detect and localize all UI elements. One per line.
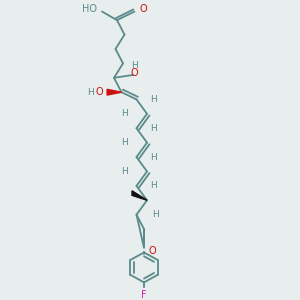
Text: O: O [131,68,138,79]
Text: H: H [150,182,157,190]
Polygon shape [107,89,122,95]
Text: H: H [152,210,159,219]
Polygon shape [132,191,147,200]
Text: H: H [150,95,157,104]
Text: H: H [121,109,128,118]
Text: F: F [141,290,147,300]
Text: O: O [148,246,156,256]
Text: H: H [87,88,94,97]
Text: O: O [140,4,147,14]
Text: HO: HO [82,4,97,14]
Text: H: H [132,61,138,70]
Text: H: H [121,138,128,147]
Text: O: O [96,87,103,97]
Text: H: H [150,124,157,133]
Text: H: H [150,152,157,161]
Text: H: H [121,167,128,176]
